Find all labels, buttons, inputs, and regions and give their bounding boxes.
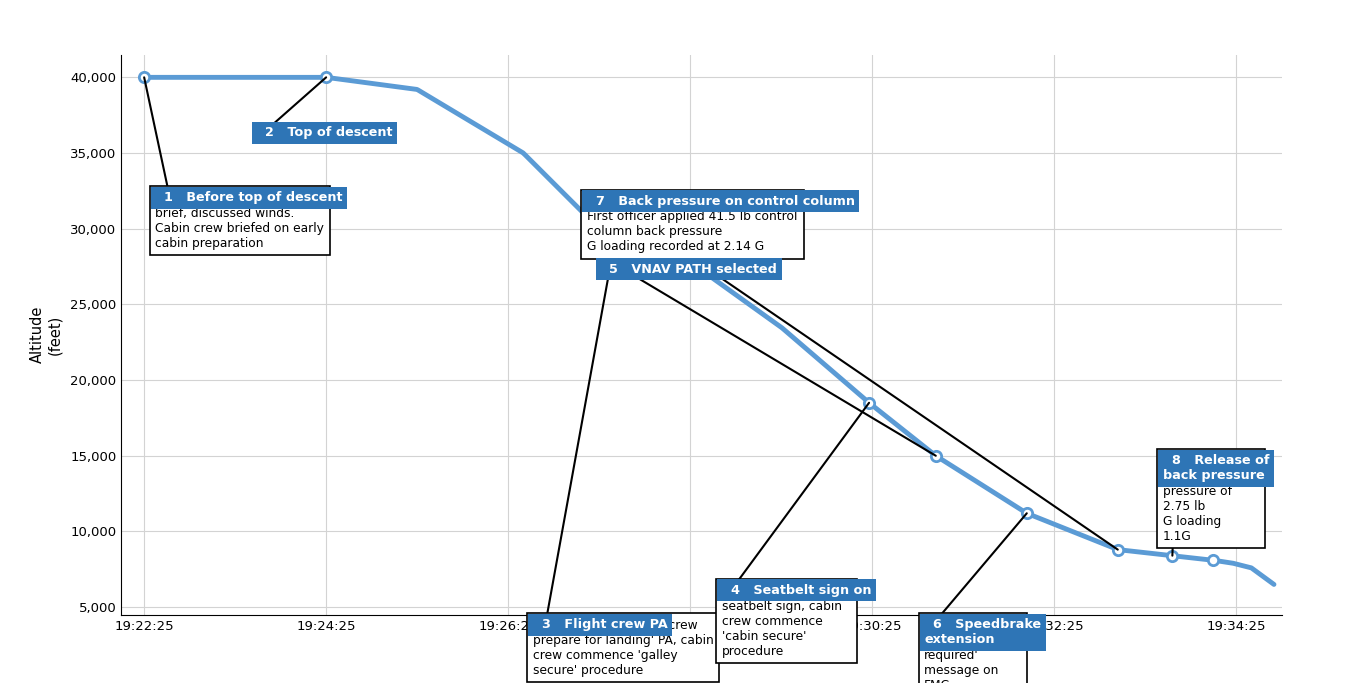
- Text: 7   Back pressure on control column: 7 Back pressure on control column: [587, 195, 855, 208]
- Text: 8   Release of
back pressure: 8 Release of back pressure: [1163, 454, 1269, 482]
- X-axis label: Local time (CST): Local time (CST): [641, 641, 762, 656]
- Text: Airspeed reached a peak of 339 kt
First officer applied 41.5 lb control
column b: Airspeed reached a peak of 339 kt First …: [587, 195, 799, 253]
- Point: [1016, 508, 1037, 519]
- Text: 2   Top of descent: 2 Top of descent: [256, 126, 393, 139]
- Text: Flight crew switch on
seatbelt sign, cabin
crew commence
'cabin secure'
procedur: Flight crew switch on seatbelt sign, cab…: [722, 585, 851, 658]
- Point: [134, 72, 155, 83]
- Point: [1161, 550, 1183, 561]
- Text: 3   Flight crew PA: 3 Flight crew PA: [533, 618, 668, 631]
- Point: [925, 450, 947, 461]
- Y-axis label: Altitude
(feet): Altitude (feet): [30, 306, 62, 363]
- Point: [1108, 544, 1129, 555]
- Point: [603, 238, 625, 249]
- Text: Airspeed at 333
kt, 'drag
required'
message on
FMC
scratchpad,
first officer
ext: Airspeed at 333 kt, 'drag required' mess…: [924, 619, 1021, 683]
- Text: Crew conducted arrival
brief, discussed winds.
Cabin crew briefed on early
cabin: Crew conducted arrival brief, discussed …: [155, 192, 324, 250]
- Text: Captain makes 'cabin crew
prepare for landing' PA, cabin
crew commence 'galley
s: Captain makes 'cabin crew prepare for la…: [533, 619, 714, 677]
- Point: [316, 72, 337, 83]
- Text: 1   Before top of descent: 1 Before top of descent: [155, 191, 343, 204]
- Text: 6   Speedbrake
extension: 6 Speedbrake extension: [924, 618, 1041, 646]
- Point: [1202, 555, 1224, 566]
- Text: 5   VNAV PATH selected: 5 VNAV PATH selected: [600, 263, 777, 276]
- Text: Airspeed 337 kt
Control column
pressure of
2.75 lb
G loading
1.1G: Airspeed 337 kt Control column pressure …: [1163, 455, 1260, 543]
- Text: 4   Seatbelt sign on: 4 Seatbelt sign on: [722, 584, 871, 597]
- Point: [858, 398, 880, 408]
